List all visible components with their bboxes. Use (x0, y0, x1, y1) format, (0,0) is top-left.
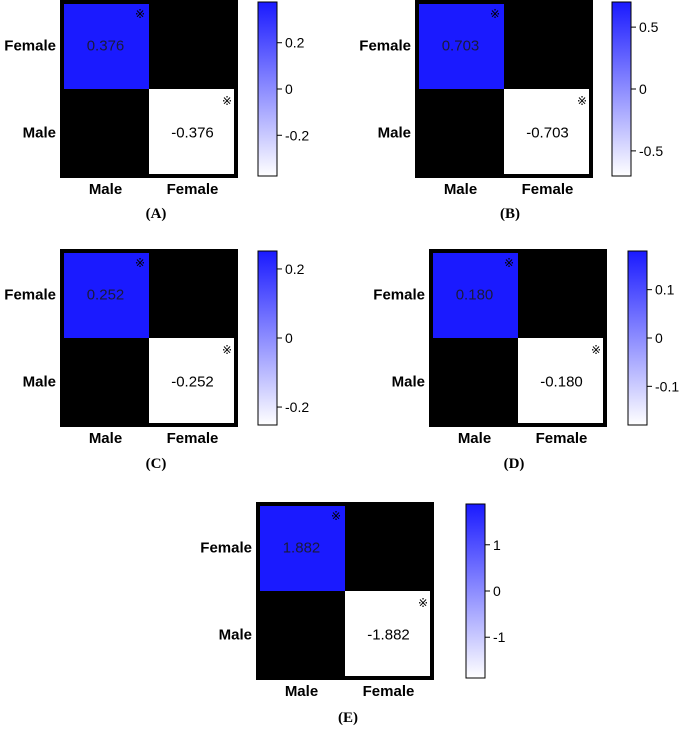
heatmap-frame (415, 0, 593, 178)
panel-label: (C) (146, 456, 167, 472)
colorbar-tick-label: -0.2 (285, 399, 309, 415)
cell-value-label: -0.376 (171, 125, 214, 142)
x-tick-label: Female (522, 181, 574, 198)
colorbar-tick-label: 0.2 (285, 35, 305, 51)
heatmap-cell (431, 338, 518, 425)
colorbar (627, 250, 648, 426)
cell-value-label: 0.703 (442, 38, 480, 55)
cell-value-label: 0.180 (456, 287, 494, 304)
x-tick-label: Male (444, 181, 477, 198)
cell-value-label: 0.376 (87, 38, 125, 55)
heatmap-cell (149, 89, 236, 176)
heatmap-cell (345, 591, 432, 678)
heatmap-panel: 0.180 ※ -0.180 ※ Female Male Male Female 0.1 0 -0.… (373, 249, 679, 472)
heatmap-cell (431, 251, 518, 338)
x-tick-label: Female (363, 683, 415, 700)
heatmap-cell (62, 2, 149, 89)
panel-label: (B) (500, 206, 520, 222)
significance-marker: ※ (135, 256, 145, 270)
heatmap-cell (258, 591, 345, 678)
heatmap-cell (149, 2, 236, 89)
heatmap-cell (504, 89, 591, 176)
colorbar-tick-label: 0 (639, 81, 647, 97)
x-tick-label: Female (167, 430, 219, 447)
significance-marker: ※ (577, 94, 587, 108)
heatmap-frame (60, 249, 238, 427)
colorbar-tick-label: 0 (285, 81, 293, 97)
heatmap-cell (62, 251, 149, 338)
colorbar (257, 250, 278, 426)
significance-marker: ※ (135, 7, 145, 21)
y-tick-label: Male (378, 125, 411, 142)
significance-marker: ※ (591, 343, 601, 357)
y-tick-label: Female (373, 287, 425, 304)
significance-marker: ※ (504, 256, 514, 270)
heatmap-cell (417, 2, 504, 89)
cell-value-label: -0.703 (526, 125, 569, 142)
heatmap-cell (518, 338, 605, 425)
cell-value-label: 0.252 (87, 287, 125, 304)
cell-value-label: 1.882 (283, 540, 321, 557)
y-tick-label: Female (4, 287, 56, 304)
panel-label: (A) (146, 206, 167, 222)
y-tick-label: Male (23, 374, 56, 391)
colorbar-tick-label: 0 (655, 330, 663, 346)
heatmap-cell (504, 2, 591, 89)
significance-marker: ※ (418, 596, 428, 610)
x-tick-label: Female (536, 430, 588, 447)
colorbar (257, 1, 278, 177)
x-tick-label: Male (89, 181, 122, 198)
heatmap-cell (417, 89, 504, 176)
colorbar-tick-label: 0.1 (655, 282, 675, 298)
colorbar-tick-label: -0.1 (655, 378, 679, 394)
x-tick-label: Male (458, 430, 491, 447)
colorbar-tick-label: 0.2 (285, 261, 305, 277)
heatmap-cell (258, 504, 345, 591)
colorbar-tick-label: 1 (493, 537, 501, 553)
significance-marker: ※ (222, 343, 232, 357)
colorbar-tick-label: 0 (493, 583, 501, 599)
heatmap-cell (149, 251, 236, 338)
heatmap-panel: 0.376 ※ -0.376 ※ Female Male Male Female 0.2 0 -0.… (4, 0, 309, 222)
significance-marker: ※ (331, 509, 341, 523)
heatmap-frame (256, 502, 434, 680)
significance-marker: ※ (490, 7, 500, 21)
colorbar-tick-label: 0 (285, 330, 293, 346)
heatmap-cell (345, 504, 432, 591)
panel-label: (E) (338, 710, 358, 726)
y-tick-label: Male (392, 374, 425, 391)
heatmap-cell (149, 338, 236, 425)
heatmap-panel: 1.882 ※ -1.882 ※ Female Male Male Female 1 0 -1 (E) (200, 502, 506, 726)
significance-marker: ※ (222, 94, 232, 108)
colorbar-tick-label: -0.5 (639, 143, 663, 159)
y-tick-label: Male (23, 125, 56, 142)
y-tick-label: Male (219, 627, 252, 644)
y-tick-label: Female (4, 38, 56, 55)
y-tick-label: Female (359, 38, 411, 55)
x-tick-label: Male (285, 683, 318, 700)
heatmap-frame (60, 0, 238, 178)
heatmap-panel: 0.252 ※ -0.252 ※ Female Male Male Female 0.2 0 -0.… (4, 249, 309, 472)
colorbar (611, 1, 632, 177)
cell-value-label: -0.180 (540, 374, 583, 391)
heatmap-cell (62, 89, 149, 176)
panel-label: (D) (504, 456, 525, 472)
x-tick-label: Female (167, 181, 219, 198)
colorbar (465, 503, 486, 679)
colorbar-tick-label: -0.2 (285, 127, 309, 143)
heatmap-panel: 0.703 ※ -0.703 ※ Female Male Male Female 0.5 0 -0.… (359, 0, 663, 222)
x-tick-label: Male (89, 430, 122, 447)
cell-value-label: -1.882 (367, 627, 410, 644)
colorbar-tick-label: -1 (493, 629, 506, 645)
heatmap-cell (518, 251, 605, 338)
y-tick-label: Female (200, 540, 252, 557)
heatmap-cell (62, 338, 149, 425)
heatmap-frame (429, 249, 607, 427)
cell-value-label: -0.252 (171, 374, 214, 391)
colorbar-tick-label: 0.5 (639, 19, 659, 35)
